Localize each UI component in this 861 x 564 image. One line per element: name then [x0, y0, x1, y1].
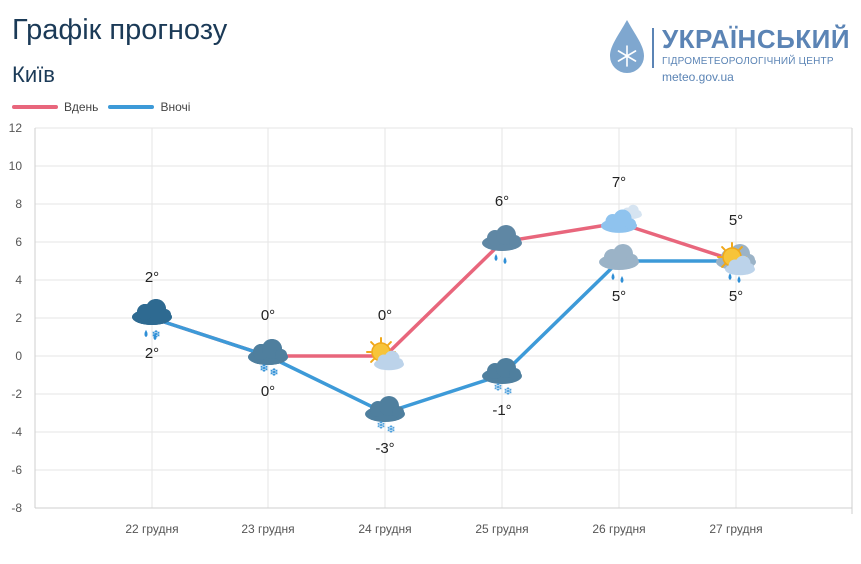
logo-subtitle: ГІДРОМЕТЕОРОЛОГІЧНИЙ ЦЕНТР [662, 56, 834, 67]
data-label-day: 5° [729, 212, 743, 229]
data-label-night: -1° [492, 402, 511, 419]
data-label-night: 0° [261, 383, 275, 400]
legend: Вдень Вночі [12, 100, 200, 114]
y-tick-label: 0 [15, 349, 22, 363]
data-label-night: 5° [612, 288, 626, 305]
x-tick-label: 22 грудня [125, 522, 178, 536]
rain-cloud-icon [482, 225, 522, 264]
svg-text:❄: ❄ [151, 329, 160, 341]
snow-cloud-icon: ❄ ❄ [248, 339, 288, 379]
legend-item-night[interactable]: Вночі [108, 100, 190, 114]
legend-item-day[interactable]: Вдень [12, 100, 98, 114]
x-tick-label: 26 грудня [592, 522, 645, 536]
x-tick-label: 27 грудня [709, 522, 762, 536]
data-label-day: 6° [495, 193, 509, 210]
svg-text:❄: ❄ [259, 363, 268, 375]
legend-label-night: Вночі [160, 100, 191, 114]
y-tick-label: -8 [11, 501, 22, 515]
series-line-day [151, 221, 737, 358]
sun-cloud-icon [366, 337, 404, 371]
x-tick-label: 25 грудня [475, 522, 528, 536]
y-tick-label: 10 [9, 159, 23, 173]
y-tick-label: -2 [11, 387, 22, 401]
cloudy-icon [601, 204, 642, 233]
data-label-day: 2° [145, 269, 159, 286]
svg-text:❄: ❄ [493, 382, 502, 394]
y-tick-label: 6 [15, 235, 22, 249]
city-name: Київ [12, 62, 55, 87]
y-tick-label: 4 [15, 273, 22, 287]
logo-url[interactable]: meteo.gov.ua [662, 70, 734, 84]
chart-title: Графік прогнозу [12, 14, 228, 46]
data-label-night: 2° [145, 345, 159, 362]
hydromet-logo[interactable]: УКРАЇНСЬКИЙ ГІДРОМЕТЕОРОЛОГІЧНИЙ ЦЕНТР m… [606, 18, 856, 84]
legend-swatch-night [108, 105, 155, 109]
svg-text:❄: ❄ [386, 424, 395, 436]
snow-cloud-icon: ❄ ❄ [365, 396, 405, 436]
sun-cloud-icon [717, 242, 755, 276]
svg-text:❄: ❄ [269, 367, 278, 379]
svg-text:❄: ❄ [503, 386, 512, 398]
data-label-night: -3° [375, 440, 394, 457]
data-label-day: 7° [612, 174, 626, 191]
x-tick-label: 24 грудня [358, 522, 411, 536]
legend-label-day: Вдень [64, 100, 99, 114]
y-tick-label: 2 [15, 311, 22, 325]
y-tick-label: -4 [11, 425, 22, 439]
data-label-day: 0° [378, 307, 392, 324]
svg-text:❄: ❄ [259, 363, 268, 375]
svg-text:❄: ❄ [269, 367, 278, 379]
y-tick-label: 8 [15, 197, 22, 211]
logo-divider [652, 28, 654, 68]
y-tick-label: -6 [11, 463, 22, 477]
x-tick-label: 23 грудня [241, 522, 294, 536]
y-tick-label: 12 [9, 121, 23, 135]
data-label-day: 0° [261, 307, 275, 324]
water-drop-snowflake-icon [610, 20, 644, 73]
rain-cloud-icon [599, 244, 639, 283]
rain-snow-cloud-icon: ❄ [132, 299, 172, 341]
series-line-night [151, 259, 736, 415]
snow-cloud-icon: ❄ ❄ [482, 358, 522, 398]
data-label-night: 5° [729, 288, 743, 305]
logo-name: УКРАЇНСЬКИЙ [662, 24, 851, 54]
svg-text:❄: ❄ [376, 420, 385, 432]
legend-swatch-day [12, 105, 58, 109]
